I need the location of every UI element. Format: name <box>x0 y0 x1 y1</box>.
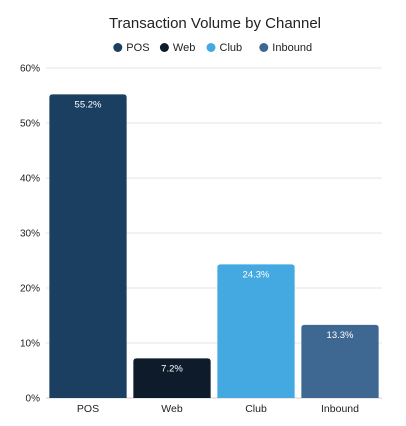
y-tick-label: 30% <box>20 229 40 240</box>
bar-web <box>133 358 211 398</box>
data-labels: 55.2% 7.2% 24.3% 13.3% <box>75 99 354 374</box>
y-axis: 0% 10% 20% 30% 40% 50% 60% <box>20 64 40 405</box>
data-label-pos: 55.2% <box>75 99 102 110</box>
x-tick-label: Inbound <box>321 403 359 415</box>
legend-swatch <box>206 43 216 52</box>
bar-pos <box>49 94 127 399</box>
data-label-inbound: 13.3% <box>327 330 354 341</box>
x-axis: POS Web Club Inbound <box>77 403 359 415</box>
legend-label: Inbound <box>272 42 312 54</box>
bar-inbound <box>301 324 379 398</box>
legend-item-inbound: Inbound <box>259 42 312 54</box>
legend-item-club: Club <box>206 42 243 54</box>
bars <box>49 94 379 399</box>
legend-label: Web <box>173 42 195 54</box>
legend-label: Club <box>220 42 243 54</box>
y-tick-label: 50% <box>20 119 40 130</box>
legend-label: POS <box>126 42 149 54</box>
legend-item-pos: POS <box>113 42 150 54</box>
y-tick-label: 60% <box>20 64 40 75</box>
legend-swatch <box>159 43 169 52</box>
x-tick-label: Web <box>161 403 183 415</box>
y-tick-label: 0% <box>26 394 41 405</box>
data-label-club: 24.3% <box>243 269 270 280</box>
y-tick-label: 20% <box>20 284 40 295</box>
x-tick-label: Club <box>245 403 267 415</box>
data-label-web: 7.2% <box>161 363 183 374</box>
bar-club <box>217 264 295 398</box>
y-tick-label: 40% <box>20 174 40 185</box>
legend-swatch <box>113 43 123 52</box>
chart-title: Transaction Volume by Channel <box>109 15 321 32</box>
x-tick-label: POS <box>77 403 99 415</box>
legend-item-web: Web <box>159 42 195 54</box>
y-tick-label: 10% <box>20 339 40 350</box>
legend: POS Web Club Inbound <box>113 42 312 54</box>
legend-swatch <box>259 43 269 52</box>
